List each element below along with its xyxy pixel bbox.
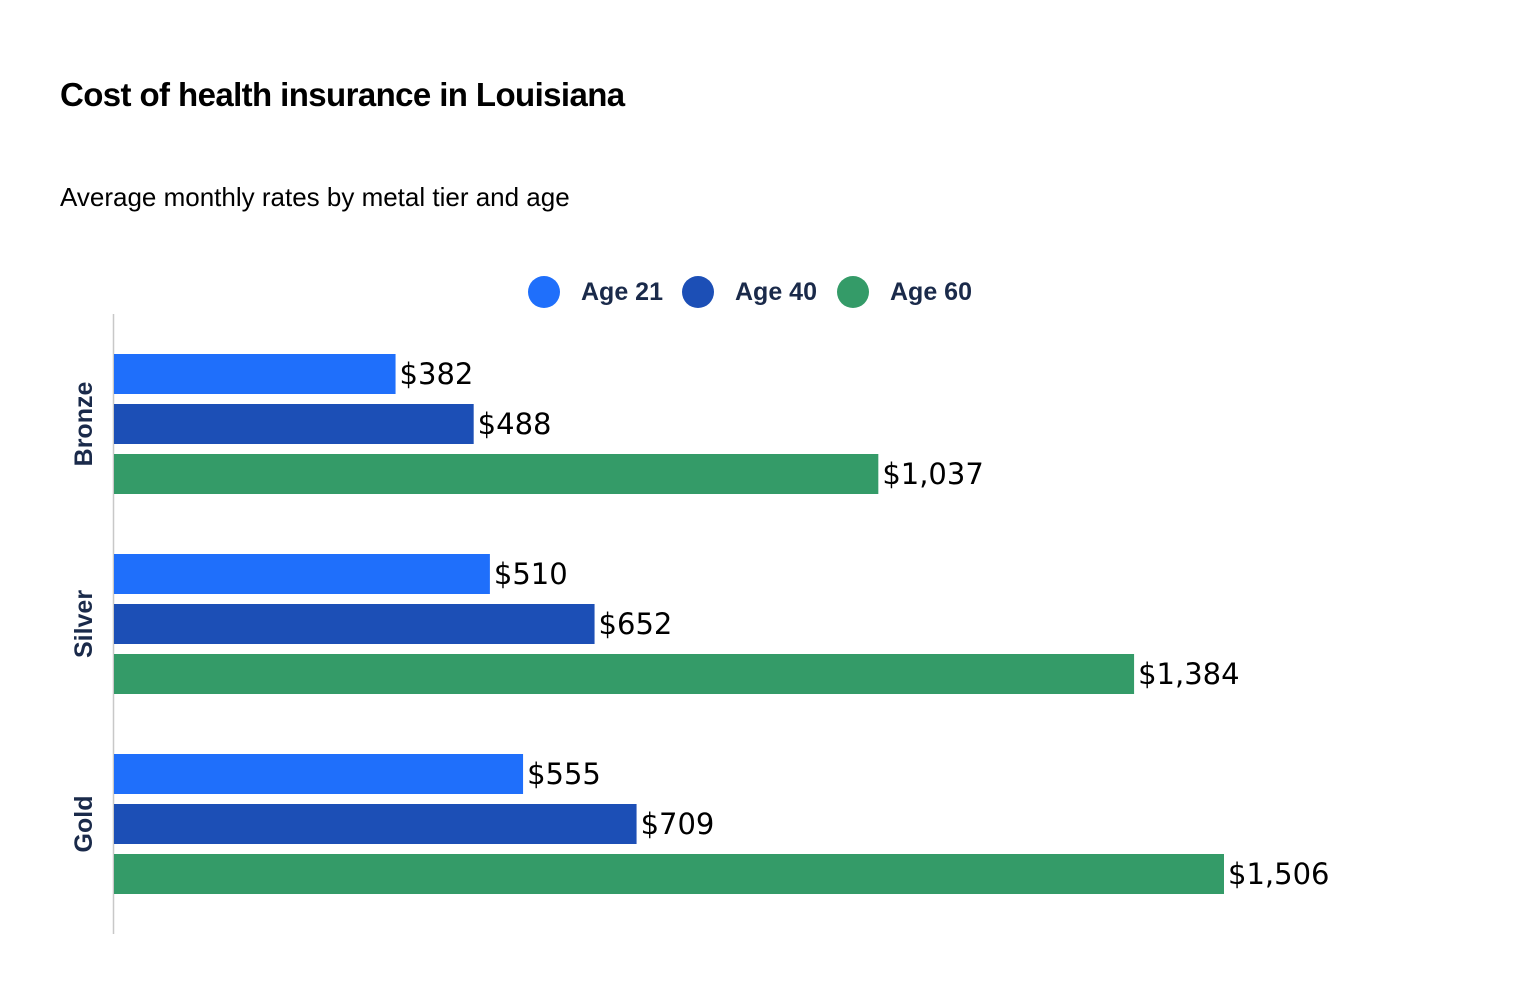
value-label-bronze-age-60: $1,037 <box>882 457 983 491</box>
legend-label-age-40: Age 40 <box>735 278 817 306</box>
bar-bronze-age-40 <box>114 404 474 444</box>
category-label-gold: Gold <box>70 796 98 853</box>
value-label-bronze-age-21: $382 <box>400 357 474 391</box>
legend-swatch-age-21 <box>528 276 560 308</box>
value-labels: $382$488 $1,037 $510 $652 $1,384 $555 $709 $1,5… <box>400 357 1330 891</box>
chart-title: Cost of health insurance in Louisiana <box>60 76 625 113</box>
category-label-silver: Silver <box>70 590 98 658</box>
bar-bronze-age-21 <box>114 354 396 394</box>
value-label-gold-age-21: $555 <box>527 757 601 791</box>
bar-gold-age-40 <box>114 804 637 844</box>
chart-legend: Age 21 Age 40 Age 60 <box>528 276 972 308</box>
chart-subtitle: Average monthly rates by metal tier and … <box>60 182 570 212</box>
legend-swatch-age-40 <box>682 276 714 308</box>
legend-swatch-age-60 <box>837 276 869 308</box>
legend-label-age-21: Age 21 <box>581 278 663 306</box>
value-label-silver-age-21: $510 <box>494 557 568 591</box>
bar-silver-age-21 <box>114 554 490 594</box>
value-label-silver-age-60: $1,384 <box>1138 657 1239 691</box>
bar-marks <box>114 354 1224 894</box>
bar-silver-age-60 <box>114 654 1135 694</box>
value-label-silver-age-40: $652 <box>599 607 673 641</box>
value-label-gold-age-40: $709 <box>641 807 715 841</box>
value-label-bronze-age-40: $488 <box>478 407 552 441</box>
category-labels: Bronze Silver Gold <box>70 382 98 853</box>
bar-bronze-age-60 <box>114 454 879 494</box>
legend-label-age-60: Age 60 <box>890 278 972 306</box>
value-label-gold-age-60: $1,506 <box>1228 857 1329 891</box>
bar-silver-age-40 <box>114 604 595 644</box>
category-label-bronze: Bronze <box>70 382 98 467</box>
bar-gold-age-60 <box>114 854 1224 894</box>
bar-gold-age-21 <box>114 754 524 794</box>
